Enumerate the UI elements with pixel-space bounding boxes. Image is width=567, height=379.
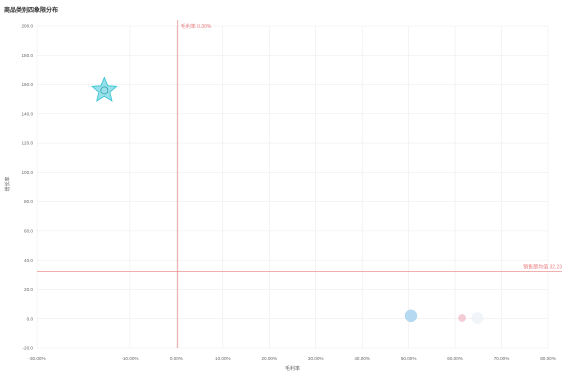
data-point-star-center (100, 86, 109, 95)
data-point-bubble (471, 312, 484, 324)
y-tick-label: 0.0 (27, 316, 34, 321)
x-tick-label: 10.00% (215, 356, 231, 361)
y-axis-title: 增长率 (4, 176, 11, 191)
y-tick-label: 20.0 (24, 287, 33, 292)
x-tick-label: 0.00% (170, 356, 183, 361)
chart-title: 商品类别四象限分布 (4, 8, 59, 14)
data-points (90, 76, 484, 324)
reference-line-y-label: 销售额均值 32.23 (523, 264, 562, 271)
data-point-bubble (458, 314, 466, 322)
reference-line-x-label: 毛利率 0.30% (181, 23, 212, 30)
x-tick-label: 30.00% (308, 356, 324, 361)
x-axis-ticks: -30.00% -10.00% 0.00% 10.00% 20.00% 30.00% 40.… (28, 356, 555, 361)
x-tick-label: 70.00% (494, 356, 510, 361)
x-tick-label: -30.00% (28, 356, 45, 361)
data-point-bubble (404, 309, 418, 323)
y-tick-label: 180.0 (22, 53, 34, 58)
x-axis-title: 毛利率 (285, 365, 300, 372)
x-tick-label: 20.00% (261, 356, 277, 361)
x-tick-label: 40.00% (354, 356, 370, 361)
y-tick-label: 80.0 (24, 199, 33, 204)
y-tick-label: 60.0 (24, 229, 33, 234)
y-tick-label: -20.0 (23, 346, 34, 351)
y-tick-label: 140.0 (22, 111, 34, 116)
reference-lines: 毛利率 0.30% 销售额均值 32.23 (37, 20, 562, 348)
grid-lines (36, 25, 549, 349)
y-tick-label: 100.0 (22, 170, 34, 175)
y-tick-label: 200.0 (22, 24, 34, 29)
y-tick-label: 160.0 (22, 82, 34, 87)
y-tick-label: 120.0 (22, 141, 34, 146)
x-tick-label: -10.00% (121, 356, 138, 361)
data-point-star (90, 76, 118, 102)
x-tick-label: 60.00% (447, 356, 463, 361)
x-tick-label: 80.00% (540, 356, 556, 361)
x-tick-label: 50.00% (401, 356, 417, 361)
y-axis-ticks: -20.0 0.0 20.0 40.0 60.0 80.0 100.0 120.0 140.0 1… (22, 24, 34, 351)
y-tick-label: 40.0 (24, 258, 33, 263)
